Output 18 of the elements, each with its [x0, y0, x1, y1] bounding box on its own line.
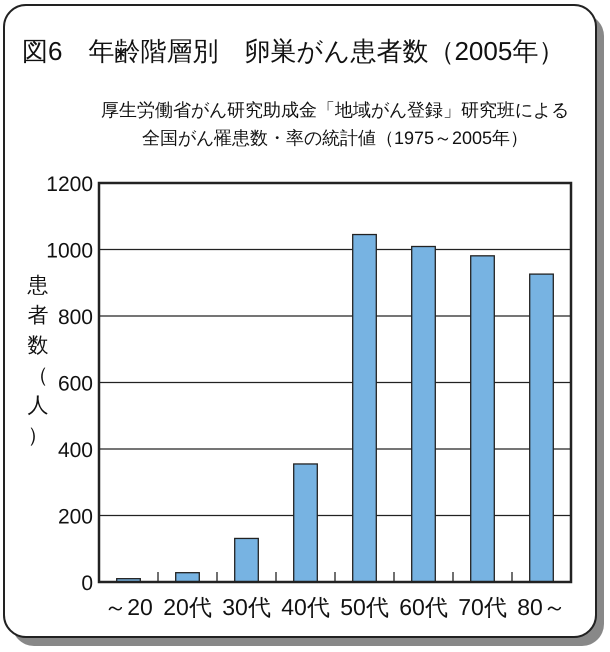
- x-tick-label: 30代: [222, 594, 271, 620]
- y-tick-label: 1200: [46, 173, 93, 196]
- y-tick-label: 400: [58, 439, 93, 462]
- x-tick-label: 20代: [163, 594, 212, 620]
- chart-title: 図6 年齢階層別 卵巣がん患者数（2005年）: [22, 36, 564, 66]
- x-tick-label: 70代: [458, 594, 507, 620]
- y-tick-label: 0: [81, 572, 93, 595]
- y-tick-label: 1000: [46, 240, 93, 262]
- y-axis-title: 患者数（人）: [26, 274, 48, 447]
- x-tick-label: 50代: [340, 594, 389, 620]
- x-tick-label: ～20: [104, 594, 153, 620]
- x-tick-label: 80～: [517, 594, 566, 620]
- x-tick-label: 40代: [281, 594, 330, 620]
- y-tick-label: 200: [58, 506, 93, 528]
- y-tick-label: 800: [58, 306, 93, 329]
- y-tick-label: 600: [58, 372, 93, 396]
- chart-subtitle: 厚生労働省がん研究助成金「地域がん登録」研究班による全国がん罹患数・率の統計値（1975～2005年）: [101, 100, 569, 148]
- x-tick-label: 60代: [399, 594, 448, 620]
